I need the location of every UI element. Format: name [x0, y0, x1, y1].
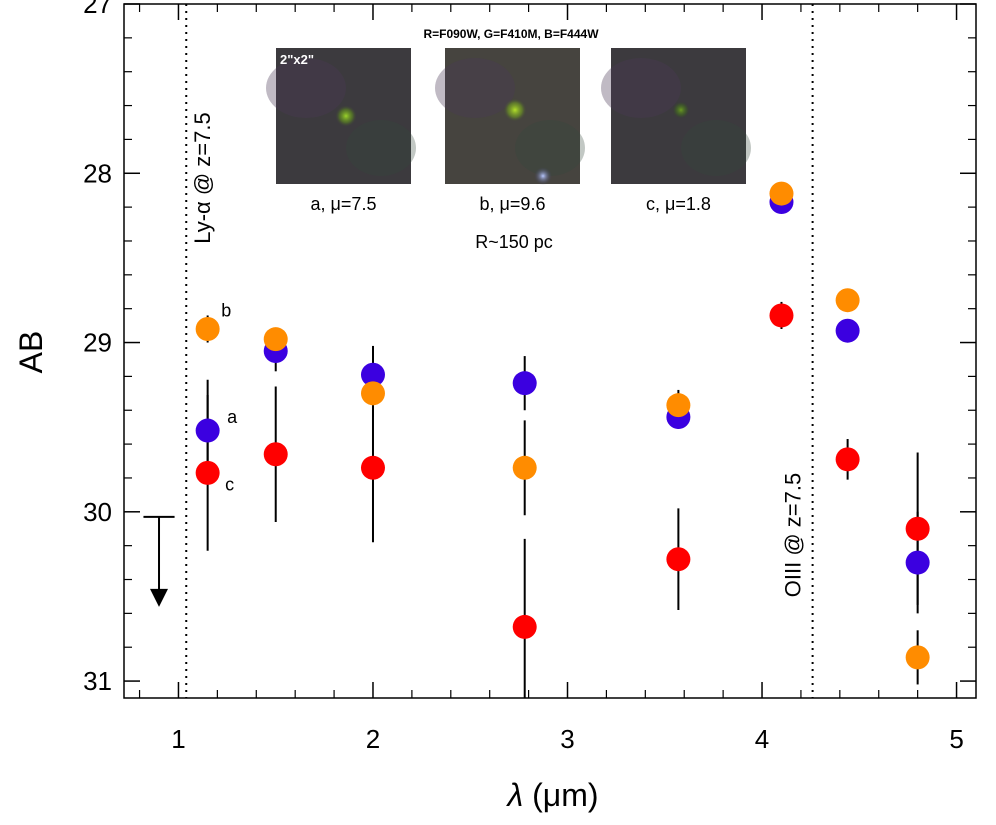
x-tick-label: 2 [366, 724, 380, 754]
x-axis-unit: (μm) [523, 777, 598, 813]
stamp-scale-label: 2"x2" [280, 52, 314, 67]
point-labels: a b c [221, 300, 238, 494]
x-tick-label: 1 [171, 724, 185, 754]
data-point-a [905, 550, 930, 575]
x-axis-symbol: λ [505, 777, 523, 813]
upper-limit-marker [143, 515, 175, 607]
stamp-source [335, 105, 357, 127]
data-point-c [666, 547, 691, 572]
x-tick-label: 4 [755, 724, 769, 754]
inset-title: R=F090W, G=F410M, B=F444W [423, 27, 599, 41]
data-point-c [769, 303, 794, 328]
data-point-c [360, 455, 385, 480]
y-tick-label: 27 [83, 0, 112, 19]
cutout-stamp-a: 2"x2" a, μ=7.5 [266, 48, 416, 214]
data-point-b [666, 393, 691, 418]
error-bars [206, 183, 919, 698]
data-point-b [195, 316, 220, 341]
data-point-b [769, 181, 794, 206]
stamp-noise [435, 58, 515, 118]
oiii-label: OIII @ z=7.5 [781, 473, 806, 597]
data-point-a [835, 318, 860, 343]
data-point-c [835, 447, 860, 472]
stamp-noise [346, 120, 416, 176]
data-points [195, 181, 930, 670]
x-tick-label: 3 [560, 724, 574, 754]
data-point-c [512, 614, 537, 639]
data-point-b [835, 288, 860, 313]
y-tick-label: 29 [83, 328, 112, 358]
cutout-stamp-b: b, μ=9.6 [435, 48, 585, 214]
axes: 1 2 3 4 5 27 28 29 30 31 [83, 0, 976, 754]
point-label-c: c [225, 475, 234, 495]
y-axis-title: AB [13, 331, 49, 374]
data-point-a [512, 371, 537, 396]
y-tick-label: 28 [83, 158, 112, 188]
stamp-noise [601, 58, 681, 118]
stamp-noise [266, 58, 346, 118]
data-point-c [263, 442, 288, 467]
y-tick-label: 31 [83, 666, 112, 696]
data-point-b [263, 327, 288, 352]
data-point-a [360, 362, 385, 387]
x-tick-label: 5 [949, 724, 963, 754]
inset-caption: R~150 pc [475, 232, 553, 252]
stamp-noise [515, 120, 585, 176]
point-label-b: b [221, 300, 231, 320]
data-point-c [195, 460, 220, 485]
plot-frame [123, 3, 977, 699]
data-point-b [512, 455, 537, 480]
stamp-source [672, 101, 690, 119]
stamp-noise [681, 120, 751, 176]
data-point-c [905, 516, 930, 541]
x-axis-title: λ (μm) [505, 777, 598, 813]
cutout-stamp-c: c, μ=1.8 [601, 48, 751, 214]
vertical-reference-lines: Ly-α @ z=7.5 OIII @ z=7.5 [185, 4, 814, 698]
point-label-a: a [227, 407, 238, 427]
data-point-a [195, 418, 220, 443]
stamp-caption: c, μ=1.8 [646, 194, 711, 214]
data-point-b [360, 381, 385, 406]
data-point-b [905, 645, 930, 670]
stamp-caption: a, μ=7.5 [311, 194, 377, 214]
cutout-inset: R=F090W, G=F410M, B=F444W 2"x2" a, μ=7.5 b,… [266, 27, 751, 252]
stamp-caption: b, μ=9.6 [480, 194, 546, 214]
lyman-alpha-label: Ly-α @ z=7.5 [190, 112, 215, 243]
stamp-source [503, 98, 527, 122]
upper-limit-arrowhead [150, 588, 169, 607]
y-tick-label: 30 [83, 497, 112, 527]
stamp-neighbor-source [534, 167, 552, 185]
